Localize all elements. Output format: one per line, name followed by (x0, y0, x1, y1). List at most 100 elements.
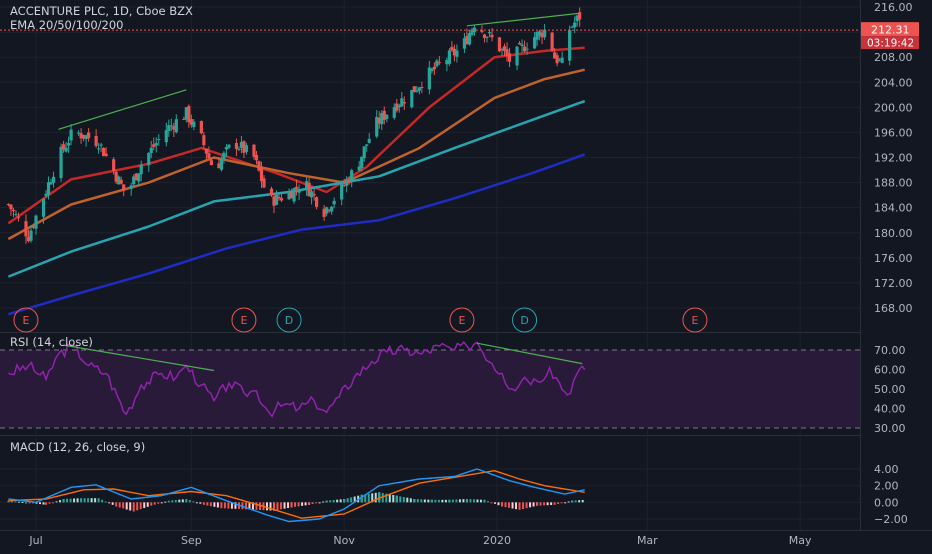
macd-histogram-bar (364, 494, 367, 503)
x-tick-label: Mar (637, 534, 658, 547)
candle-body (82, 134, 86, 139)
candle-body (402, 101, 406, 104)
candle-body (558, 59, 562, 61)
macd-histogram-bar (132, 502, 135, 512)
macd-histogram-bar (539, 502, 542, 506)
price-trendline (58, 89, 187, 130)
candle-body (99, 144, 103, 146)
macd-histogram-bar (255, 502, 258, 510)
candle-body (132, 176, 136, 185)
candle-body (262, 178, 266, 188)
rsi-legend[interactable]: RSI (14, close) (10, 335, 93, 349)
candle-body (222, 152, 226, 160)
candle-body (535, 32, 539, 40)
price-tick-label: 196.00 (874, 126, 913, 139)
candle-body (219, 158, 224, 170)
macd-histogram-bar (522, 502, 525, 509)
macd-histogram-bar (94, 498, 97, 503)
candle-body (199, 121, 203, 134)
x-tick-label: Sep (181, 534, 202, 547)
macd-histogram-bar (28, 502, 31, 504)
macd-histogram-bar (80, 498, 83, 503)
candle-body (395, 103, 399, 111)
rsi-tick-label: 70.00 (874, 344, 906, 357)
event-marker-label: D (520, 314, 528, 327)
macd-histogram-bar (220, 502, 223, 509)
ema-line-3 (8, 153, 586, 316)
macd-histogram-bar (202, 502, 205, 505)
candle-body (322, 208, 326, 217)
candle-body (34, 215, 38, 229)
candle-body (540, 32, 544, 38)
macd-histogram-bar (230, 502, 233, 509)
candle-body (482, 34, 487, 39)
macd-histogram-bar (209, 502, 212, 507)
candle-body (500, 49, 504, 51)
candle-body (279, 198, 284, 201)
macd-histogram-bar (160, 502, 163, 504)
macd-histogram-bar (301, 502, 304, 506)
macd-histogram-bar (10, 501, 13, 503)
macd-histogram-bar (381, 493, 384, 503)
macd-histogram-bar (280, 502, 283, 510)
candle-body (167, 125, 171, 131)
macd-histogram-bar (430, 499, 433, 503)
macd-histogram-bar (17, 501, 20, 503)
candle-body (272, 196, 276, 206)
candle-body (412, 86, 416, 93)
candle-body (472, 27, 477, 33)
macd-histogram-bar (578, 500, 581, 503)
x-tick-label: Jul (28, 534, 42, 547)
candle-body (345, 179, 349, 186)
candle-body (360, 156, 364, 169)
candle-body (134, 173, 138, 181)
event-marker-dividend (512, 307, 538, 333)
macd-histogram-bar (136, 502, 139, 511)
macd-histogram-bar (290, 502, 293, 508)
candle-body (327, 209, 331, 211)
candle-body (51, 176, 56, 183)
ema-legend[interactable]: EMA 20/50/100/200 (10, 18, 124, 32)
candle-body (41, 198, 46, 217)
candle-body (480, 30, 484, 32)
candle-body (242, 141, 246, 153)
macd-histogram-bar (150, 502, 153, 506)
macd-legend[interactable]: MACD (12, 26, close, 9) (10, 440, 145, 454)
candle-body (377, 117, 381, 124)
rsi-band (0, 350, 860, 428)
macd-histogram-bar (511, 502, 514, 509)
macd-histogram-bar (269, 502, 272, 511)
candle-body (397, 105, 401, 108)
ema-line-0 (7, 46, 585, 225)
macd-histogram-bar (476, 499, 479, 503)
candle-body (29, 230, 33, 241)
candle-body (182, 119, 186, 121)
macd-histogram-bar (276, 502, 279, 510)
candle-body (46, 182, 51, 195)
price-tick-label: 188.00 (874, 177, 913, 190)
macd-histogram-bar (553, 502, 556, 505)
candle-body (367, 138, 371, 143)
candle-body (325, 207, 329, 214)
candle-body (147, 153, 151, 166)
candle-body (532, 37, 537, 49)
candle-body (420, 86, 424, 88)
candle-body (307, 182, 311, 197)
macd-histogram-bar (48, 502, 51, 504)
macd-histogram-bar (402, 497, 405, 503)
macd-histogram-bar (543, 502, 546, 506)
macd-histogram-bar (406, 497, 409, 503)
macd-histogram-bar (216, 502, 219, 508)
candle-body (252, 144, 256, 157)
macd-histogram-bar (87, 498, 90, 503)
macd-histogram-bar (157, 502, 160, 504)
candle-body (234, 143, 239, 149)
macd-histogram-bar (493, 502, 496, 504)
candle-body (84, 135, 88, 140)
macd-histogram-bar (571, 500, 574, 503)
candle-body (44, 193, 48, 196)
candle-body (382, 110, 386, 120)
macd-histogram-bar (374, 492, 377, 503)
price-tick-label: 176.00 (874, 252, 913, 265)
